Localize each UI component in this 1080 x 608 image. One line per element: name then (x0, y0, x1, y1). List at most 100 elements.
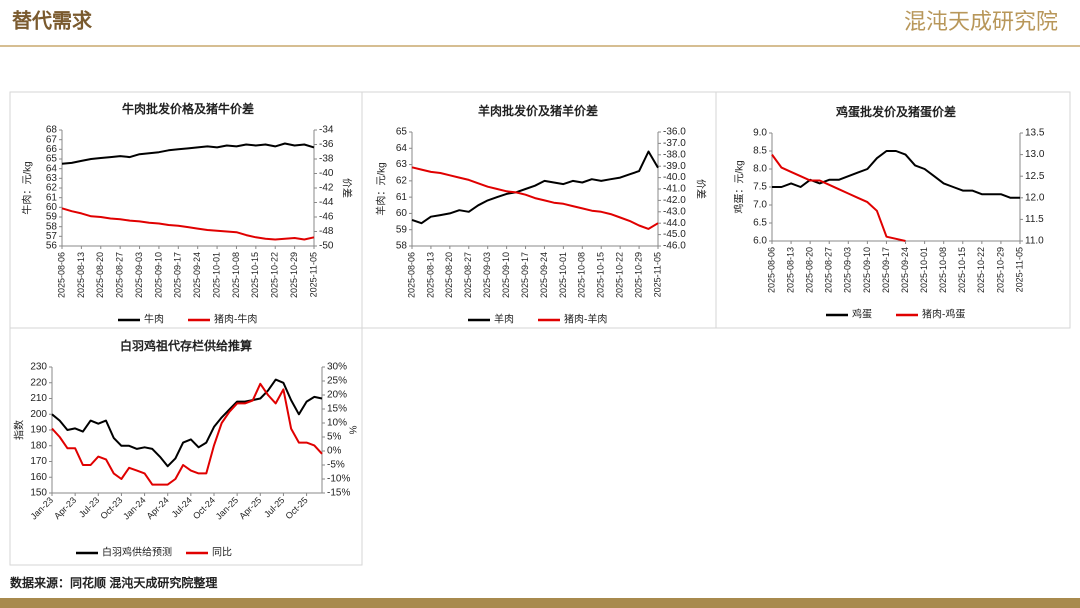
x-tick-label: 2025-08-27 (463, 252, 473, 298)
x-tick-label: 2025-10-22 (270, 252, 280, 298)
y2-tick-label: -39.0 (663, 161, 686, 172)
y-tick-label: 9.0 (753, 128, 767, 139)
y-tick-label: 57 (46, 231, 58, 242)
x-tick-label: 2025-08-20 (805, 247, 815, 293)
y-tick-label: 59 (46, 212, 58, 223)
y2-tick-label: 20% (327, 390, 347, 401)
x-tick-label: 2025-08-06 (56, 252, 66, 298)
x-tick-label: 2025-10-29 (289, 252, 299, 298)
logo: 混沌天成研究院 (904, 9, 1058, 34)
y2-tick-label: 5% (327, 432, 342, 443)
y-tick-label: 67 (46, 134, 58, 145)
x-tick-label: 2025-09-03 (482, 252, 492, 298)
y-tick-label: 170 (30, 456, 47, 467)
y2-tick-label: -41.0 (663, 184, 686, 195)
y-tick-label: 61 (46, 192, 58, 203)
x-tick-label: 2025-09-24 (192, 252, 202, 298)
y-axis-title: 鸡蛋：元/kg (733, 160, 746, 213)
y-tick-label: 60 (396, 208, 408, 219)
chart-title: 鸡蛋批发价及猪蛋价差 (835, 104, 956, 119)
y2-tick-label: -36 (319, 139, 334, 150)
source-note: 数据来源：同花顺 混沌天成研究院整理 (10, 575, 217, 590)
x-tick-label: 2025-10-15 (957, 247, 967, 293)
x-tick-label: 2025-08-06 (766, 247, 776, 293)
x-tick-label: 2025-09-24 (900, 247, 910, 293)
y-tick-label: 230 (30, 362, 47, 373)
y-tick-label: 160 (30, 472, 47, 483)
y-tick-label: 58 (396, 241, 408, 252)
y-tick-label: 8.5 (753, 146, 767, 157)
legend-label: 鸡蛋 (852, 308, 872, 321)
y2-tick-label: -10% (327, 474, 350, 485)
page-title: 替代需求 (12, 8, 93, 32)
y2-tick-label: 13.0 (1025, 149, 1045, 160)
y-tick-label: 63 (46, 173, 58, 184)
x-tick-label: 2025-10-01 (211, 252, 221, 298)
x-tick-label: 2025-09-17 (520, 252, 530, 298)
y2-tick-label: -48 (319, 226, 334, 237)
y-tick-label: 68 (46, 125, 58, 136)
y-tick-label: 62 (46, 183, 58, 194)
y2-tick-label: -37.0 (663, 138, 686, 149)
y2-tick-label: -5% (327, 460, 345, 471)
series-line (411, 150, 659, 225)
legend-label: 猪肉-鸡蛋 (922, 308, 965, 321)
x-tick-label: 2025-10-08 (231, 252, 241, 298)
y2-tick-label: -43.0 (663, 206, 686, 217)
y2-tick-label: -38 (319, 154, 334, 165)
y2-tick-label: -44.0 (663, 218, 686, 229)
x-tick-label: 2025-08-20 (95, 252, 105, 298)
x-tick-label: 2025-08-13 (425, 252, 435, 298)
y2-tick-label: -44 (319, 197, 334, 208)
y2-tick-label: -34 (319, 125, 334, 136)
y2-tick-label: 30% (327, 362, 347, 373)
y2-tick-label: 15% (327, 404, 347, 415)
y2-tick-label: -42 (319, 183, 334, 194)
x-tick-label: 2025-11-05 (1014, 247, 1024, 292)
y-tick-label: 200 (30, 409, 47, 420)
y-tick-label: 64 (396, 143, 408, 154)
series-line (411, 166, 659, 230)
y-tick-label: 63 (396, 159, 408, 170)
x-tick-label: 2025-10-15 (596, 252, 606, 298)
y2-axis-title: 价差 (694, 179, 707, 199)
x-tick-label: 2025-09-17 (881, 247, 891, 293)
legend-label: 白羽鸡供给预测 (102, 546, 172, 559)
y2-tick-label: 0% (327, 446, 342, 457)
y2-tick-label: -42.0 (663, 195, 686, 206)
x-tick-label: 2025-09-10 (862, 247, 872, 293)
x-tick-label: 2025-10-08 (938, 247, 948, 293)
y2-tick-label: -15% (327, 488, 350, 499)
y2-tick-label: 10% (327, 418, 347, 429)
y-tick-label: 6.5 (753, 218, 767, 229)
footer-bar (0, 598, 1080, 608)
y-axis-title: 羊肉：元/kg (375, 162, 388, 215)
y-tick-label: 150 (30, 488, 47, 499)
legend-label: 猪肉-羊肉 (564, 313, 607, 326)
x-tick-label: 2025-10-15 (250, 252, 260, 298)
x-tick-label: 2025-10-01 (919, 247, 929, 293)
x-tick-label: 2025-08-27 (824, 247, 834, 293)
y-tick-label: 59 (396, 224, 408, 235)
y2-tick-label: 25% (327, 376, 347, 387)
y-tick-label: 56 (46, 241, 58, 252)
y2-tick-label: -46 (319, 212, 334, 223)
y-tick-label: 62 (396, 175, 408, 186)
y-axis-title: 牛肉：元/kg (21, 161, 34, 214)
legend-label: 同比 (212, 547, 232, 559)
y-tick-label: 6.0 (753, 236, 767, 247)
y2-tick-label: -36.0 (663, 127, 686, 138)
y2-tick-label: 11.5 (1025, 214, 1044, 225)
x-tick-label: 2025-09-03 (843, 247, 853, 293)
y2-tick-label: 13.5 (1025, 128, 1045, 139)
x-tick-label: 2025-10-22 (976, 247, 986, 293)
x-tick-label: 2025-08-13 (76, 252, 86, 298)
x-tick-label: 2025-09-10 (153, 252, 163, 298)
y2-tick-label: -40 (319, 168, 334, 179)
y-tick-label: 190 (30, 425, 47, 436)
x-tick-label: 2025-10-01 (558, 252, 568, 298)
x-tick-label: 2025-08-13 (785, 247, 795, 293)
y-tick-label: 65 (46, 154, 58, 165)
series-line (61, 142, 315, 165)
